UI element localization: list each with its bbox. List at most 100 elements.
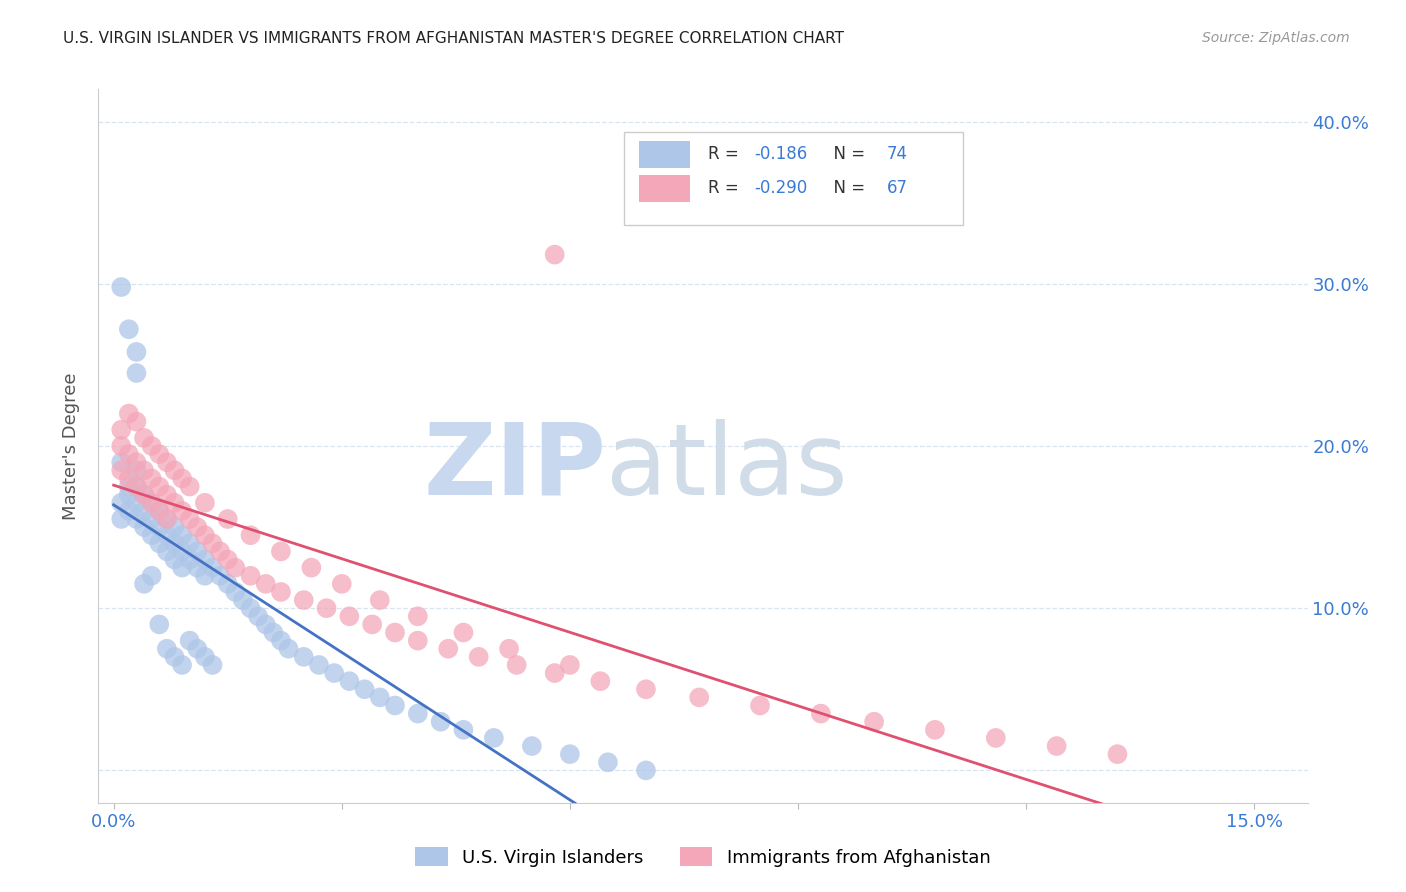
Text: Source: ZipAtlas.com: Source: ZipAtlas.com <box>1202 31 1350 45</box>
Point <box>186 544 208 558</box>
Point <box>141 496 163 510</box>
Point <box>453 723 475 737</box>
Point <box>209 568 232 582</box>
Point <box>170 560 193 574</box>
Point <box>186 641 208 656</box>
Point <box>118 504 141 518</box>
Point <box>634 764 657 778</box>
Point <box>589 674 612 689</box>
Point <box>125 366 148 380</box>
Point <box>110 423 132 437</box>
Legend: U.S. Virgin Islanders, Immigrants from Afghanistan: U.S. Virgin Islanders, Immigrants from A… <box>408 840 998 874</box>
Point <box>337 674 360 689</box>
FancyBboxPatch shape <box>638 175 690 202</box>
Point <box>110 512 132 526</box>
Point <box>132 577 155 591</box>
Point <box>148 479 170 493</box>
Text: -0.186: -0.186 <box>754 145 807 163</box>
Point <box>163 649 186 664</box>
Point <box>453 625 475 640</box>
Point <box>156 512 179 526</box>
Point <box>132 504 155 518</box>
Point <box>110 455 132 469</box>
FancyBboxPatch shape <box>624 132 963 225</box>
Point <box>132 520 155 534</box>
Text: N =: N = <box>823 179 870 197</box>
Point <box>634 682 657 697</box>
Point <box>384 625 406 640</box>
Point <box>224 560 246 574</box>
Point <box>125 463 148 477</box>
Point <box>217 512 239 526</box>
Point <box>163 520 186 534</box>
Y-axis label: Master's Degree: Master's Degree <box>62 372 80 520</box>
Point <box>148 520 170 534</box>
Point <box>337 609 360 624</box>
Point <box>141 471 163 485</box>
Point <box>217 552 239 566</box>
FancyBboxPatch shape <box>638 141 690 168</box>
Point <box>270 544 292 558</box>
Point <box>1046 739 1069 753</box>
Point <box>596 756 619 770</box>
Point <box>110 280 132 294</box>
Point <box>368 593 391 607</box>
Point <box>254 617 277 632</box>
Point <box>467 649 489 664</box>
Point <box>330 577 353 591</box>
Point <box>156 512 179 526</box>
Point <box>201 657 224 672</box>
Point <box>315 601 337 615</box>
Point <box>148 447 170 461</box>
Point <box>110 463 132 477</box>
Point <box>148 617 170 632</box>
Point <box>148 504 170 518</box>
Point <box>201 560 224 574</box>
Point <box>558 657 581 672</box>
Point <box>688 690 710 705</box>
Point <box>361 617 384 632</box>
Point <box>292 649 315 664</box>
Point <box>141 568 163 582</box>
Point <box>141 496 163 510</box>
Point <box>125 496 148 510</box>
Point <box>179 536 201 550</box>
Point <box>254 577 277 591</box>
Point <box>299 560 322 574</box>
Point <box>156 528 179 542</box>
Text: 67: 67 <box>887 179 908 197</box>
Point <box>125 455 148 469</box>
Point <box>110 496 132 510</box>
Point <box>179 479 201 493</box>
Point <box>170 528 193 542</box>
Point <box>179 512 201 526</box>
Point <box>406 633 429 648</box>
Point <box>170 657 193 672</box>
Point <box>863 714 886 729</box>
Point <box>118 488 141 502</box>
Point <box>924 723 946 737</box>
Point <box>429 714 451 729</box>
Point <box>125 479 148 493</box>
Text: R =: R = <box>707 179 744 197</box>
Point <box>810 706 832 721</box>
Point <box>270 585 292 599</box>
Point <box>749 698 772 713</box>
Point <box>498 641 520 656</box>
Point <box>984 731 1007 745</box>
Point <box>132 431 155 445</box>
Point <box>186 560 208 574</box>
Text: atlas: atlas <box>606 419 848 516</box>
Point <box>163 552 186 566</box>
Point <box>201 536 224 550</box>
Point <box>368 690 391 705</box>
Text: -0.290: -0.290 <box>754 179 807 197</box>
Point <box>194 552 217 566</box>
Text: N =: N = <box>823 145 870 163</box>
Point <box>239 568 262 582</box>
Point <box>353 682 375 697</box>
Point <box>194 528 217 542</box>
Point <box>262 625 284 640</box>
Point <box>1107 747 1129 761</box>
Point <box>110 439 132 453</box>
